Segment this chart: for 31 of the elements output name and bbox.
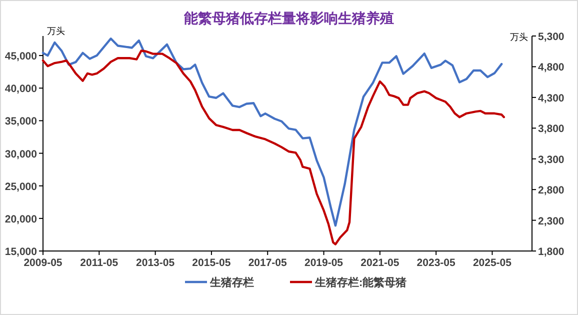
- x-tick-label: 2015-05: [192, 257, 231, 269]
- x-tick-label: 2025-05: [472, 257, 512, 269]
- x-tick-label: 2021-05: [360, 257, 400, 269]
- legend-label: 生猪存栏:能繁母猪: [314, 276, 407, 289]
- x-tick-label: 2017-05: [248, 257, 288, 269]
- line-series: [42, 38, 503, 227]
- legend-label: 生猪存栏: [209, 276, 254, 289]
- y2-tick-label: 2,800: [538, 184, 564, 197]
- chart-title: 能繁母猪低存栏量将影响生猪养殖: [184, 10, 394, 26]
- y2-tick-label: 3,300: [538, 154, 564, 166]
- y-tick-label: 30,000: [4, 148, 38, 160]
- y-tick-label: 40,000: [4, 83, 38, 96]
- y2-tick-label: 4,300: [538, 92, 564, 104]
- y-tick-label: 25,000: [4, 180, 38, 193]
- y-tick-label: 45,000: [4, 50, 38, 63]
- y2-axis-title: 万头: [510, 32, 528, 42]
- y2-tick-label: 5,300: [538, 31, 564, 43]
- y-tick-label: 35,000: [4, 116, 38, 128]
- x-tick-label: 2013-05: [136, 257, 175, 269]
- x-tick-label: 2009-05: [24, 257, 62, 269]
- line-series: [42, 50, 506, 246]
- y2-tick-label: 3,800: [538, 123, 564, 136]
- y-tick-label: 15,000: [4, 246, 38, 258]
- y2-tick-label: 2,300: [538, 215, 564, 228]
- x-tick-label: 2011-05: [80, 257, 118, 269]
- y2-tick-label: 4,800: [538, 62, 564, 74]
- y-tick-label: 20,000: [4, 213, 38, 226]
- y-axis-title: 万头: [47, 26, 65, 36]
- x-tick-label: 2023-05: [416, 257, 456, 269]
- x-tick-label: 2019-05: [304, 257, 344, 269]
- y2-tick-label: 1,800: [538, 246, 564, 258]
